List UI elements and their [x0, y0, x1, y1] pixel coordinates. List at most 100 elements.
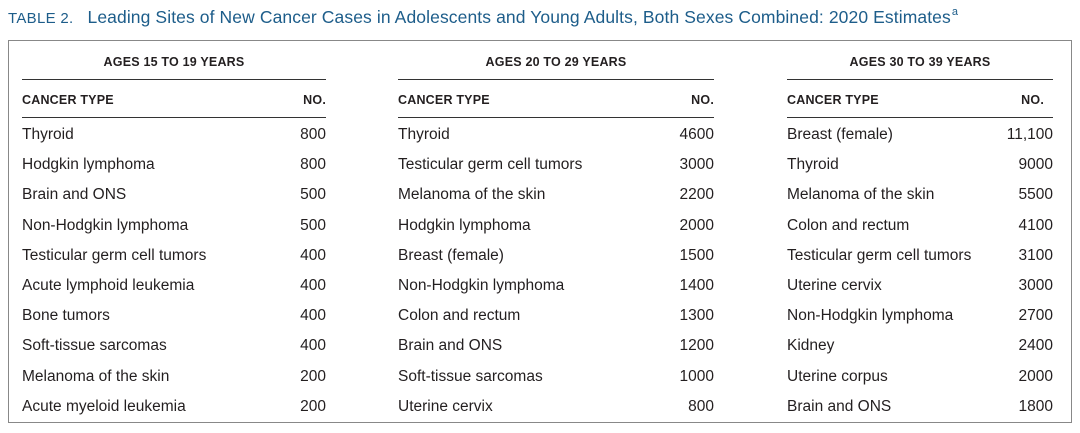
table-row: Breast (female) 11,100: [787, 120, 1053, 150]
footnote-mark: a: [951, 6, 959, 18]
group-rows: Breast (female) 11,100 Thyroid 9000 Melano…: [787, 120, 1053, 422]
case-count: 1800: [1018, 397, 1053, 415]
table-row: Colon and rectum 4100: [787, 211, 1053, 241]
table-row: Kidney 2400: [787, 331, 1053, 361]
case-count: 11,100: [1006, 126, 1053, 143]
cancer-type: Testicular germ cell tumors: [787, 246, 972, 264]
table-title: Leading Sites of New Cancer Cases in Ado…: [87, 6, 958, 28]
table-row: Hodgkin lymphoma 2000: [398, 211, 714, 241]
case-count: 2700: [1018, 307, 1053, 325]
cancer-type: Melanoma of the skin: [787, 186, 935, 204]
cancer-type: Non-Hodgkin lymphoma: [398, 276, 565, 294]
cancer-type: Brain and ONS: [398, 337, 503, 355]
cancer-type: Acute myeloid leukemia: [22, 397, 186, 415]
table-row: Uterine corpus 2000: [787, 362, 1053, 392]
group-rule: [398, 79, 714, 80]
table-row: Brain and ONS 1800: [787, 392, 1053, 422]
table-row: Non-Hodgkin lymphoma 500: [22, 211, 326, 241]
cancer-type: Kidney: [787, 337, 835, 355]
table-row: Thyroid 4600: [398, 120, 714, 150]
column-header-cancer-type: CANCER TYPE: [398, 93, 490, 107]
cancer-type: Breast (female): [787, 126, 893, 143]
cancer-type: Melanoma of the skin: [22, 367, 170, 385]
case-count: 3000: [1018, 276, 1053, 294]
table-row: Acute lymphoid leukemia 400: [22, 271, 326, 301]
table-row: Melanoma of the skin 2200: [398, 180, 714, 210]
table-row: Uterine cervix 800: [398, 392, 714, 422]
cancer-type: Hodgkin lymphoma: [398, 216, 531, 234]
case-count: 4600: [679, 126, 714, 143]
table-row: Thyroid 9000: [787, 150, 1053, 180]
table-row: Non-Hodgkin lymphoma 2700: [787, 301, 1053, 331]
cancer-type: Uterine cervix: [398, 397, 493, 415]
table-row: Breast (female) 1500: [398, 241, 714, 271]
group-title: AGES 20 TO 29 YEARS: [485, 55, 627, 69]
case-count: 500: [300, 186, 326, 204]
group-title: AGES 15 TO 19 YEARS: [103, 55, 245, 69]
table-row: Colon and rectum 1300: [398, 301, 714, 331]
cancer-type: Colon and rectum: [398, 307, 521, 325]
case-count: 1300: [679, 307, 714, 325]
group-rule: [22, 79, 326, 80]
case-count: 400: [300, 307, 326, 325]
cancer-type: Colon and rectum: [787, 216, 910, 234]
case-count: 1000: [679, 367, 714, 385]
case-count: 800: [300, 126, 326, 143]
cancer-type: Testicular germ cell tumors: [22, 246, 207, 264]
case-count: 5500: [1018, 186, 1053, 204]
table-row: Uterine cervix 3000: [787, 271, 1053, 301]
cancer-type: Non-Hodgkin lymphoma: [22, 216, 189, 234]
cancer-type: Bone tumors: [22, 307, 110, 325]
header-rule: [398, 117, 714, 118]
case-count: 400: [300, 276, 326, 294]
case-count: 2400: [1018, 337, 1053, 355]
table-row: Soft-tissue sarcomas 1000: [398, 362, 714, 392]
column-header-number: NO.: [303, 93, 326, 107]
table-caption: TABLE 2. Leading Sites of New Cancer Cas…: [8, 6, 1076, 36]
table-row: Bone tumors 400: [22, 301, 326, 331]
cancer-type: Testicular germ cell tumors: [398, 156, 583, 174]
column-header-cancer-type: CANCER TYPE: [787, 93, 879, 107]
cancer-type: Brain and ONS: [22, 186, 127, 204]
table-row: Testicular germ cell tumors 3100: [787, 241, 1053, 271]
table-row: Melanoma of the skin 200: [22, 362, 326, 392]
case-count: 1200: [679, 337, 714, 355]
table-row: Acute myeloid leukemia 200: [22, 392, 326, 422]
cancer-type: Melanoma of the skin: [398, 186, 546, 204]
column-header-cancer-type: CANCER TYPE: [22, 93, 114, 107]
cancer-type: Hodgkin lymphoma: [22, 156, 155, 174]
cancer-type: Uterine cervix: [787, 276, 882, 294]
case-count: 500: [300, 216, 326, 234]
group-rows: Thyroid 4600 Testicular germ cell tumors 3…: [398, 120, 714, 422]
table-panel: AGES 15 TO 19 YEARS CANCER TYPE NO. Thyr…: [8, 40, 1072, 423]
table-row: Brain and ONS 500: [22, 180, 326, 210]
group-title: AGES 30 TO 39 YEARS: [849, 55, 991, 69]
case-count: 3100: [1018, 246, 1053, 264]
case-count: 200: [300, 397, 326, 415]
case-count: 9000: [1018, 156, 1053, 174]
table-title-text: Leading Sites of New Cancer Cases in Ado…: [87, 7, 951, 27]
table-row: Non-Hodgkin lymphoma 1400: [398, 271, 714, 301]
table-row: Brain and ONS 1200: [398, 331, 714, 361]
cancer-type: Soft-tissue sarcomas: [22, 337, 167, 355]
table-row: Soft-tissue sarcomas 400: [22, 331, 326, 361]
case-count: 4100: [1018, 216, 1053, 234]
group-rows: Thyroid 800 Hodgkin lymphoma 800 Brain and…: [22, 120, 326, 422]
cancer-type: Non-Hodgkin lymphoma: [787, 307, 954, 325]
table-label: TABLE 2.: [8, 10, 74, 27]
case-count: 400: [300, 337, 326, 355]
table-row: Testicular germ cell tumors 3000: [398, 150, 714, 180]
table-row: Thyroid 800: [22, 120, 326, 150]
header-rule: [787, 117, 1053, 118]
table-row: Melanoma of the skin 5500: [787, 180, 1053, 210]
cancer-type: Thyroid: [398, 126, 450, 143]
cancer-type: Uterine corpus: [787, 367, 888, 385]
case-count: 2000: [679, 216, 714, 234]
cancer-type: Acute lymphoid leukemia: [22, 276, 195, 294]
case-count: 800: [688, 397, 714, 415]
column-header-number: NO.: [1021, 93, 1044, 107]
cancer-type: Breast (female): [398, 246, 504, 264]
case-count: 200: [300, 367, 326, 385]
table-row: Testicular germ cell tumors 400: [22, 241, 326, 271]
case-count: 800: [300, 156, 326, 174]
